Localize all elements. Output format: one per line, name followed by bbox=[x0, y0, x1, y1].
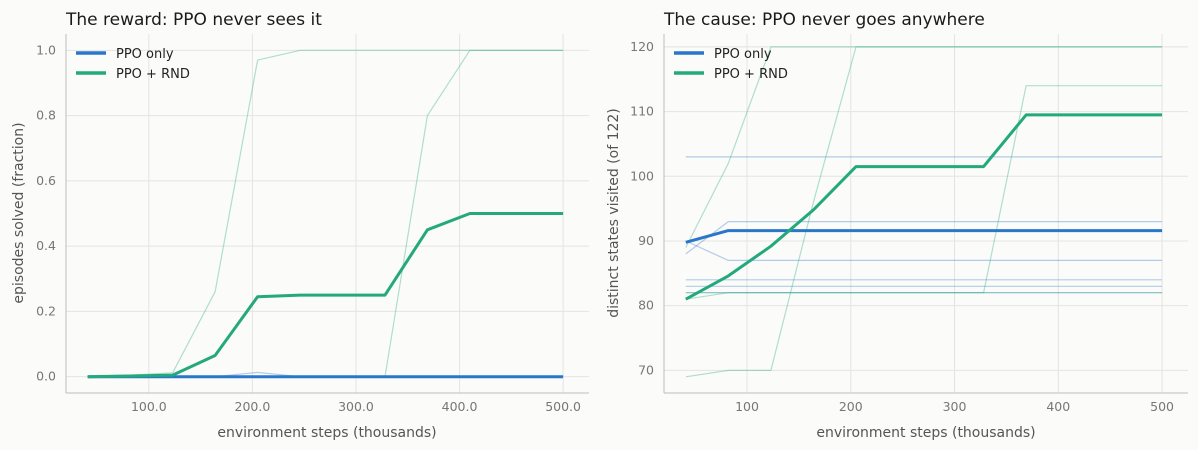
y-tick-label: 0.8 bbox=[36, 108, 56, 123]
y-tick-label: 90 bbox=[638, 233, 654, 248]
y-tick-label: 110 bbox=[630, 104, 654, 119]
y-tick-label: 100 bbox=[630, 168, 654, 183]
x-tick-labels: 100.0 200.0 300.0 400.0 500.0 bbox=[131, 399, 581, 414]
run-line bbox=[87, 49, 564, 378]
y-tick-label: 1.0 bbox=[36, 42, 56, 57]
series-line-1 bbox=[685, 113, 1163, 301]
x-tick-label: 300.0 bbox=[338, 399, 374, 414]
legend-label: PPO + RND bbox=[116, 67, 190, 82]
run-line bbox=[685, 221, 1163, 255]
y-tick-label: 0.6 bbox=[36, 173, 56, 188]
y-tick-labels: 70 80 90 100 110 120 bbox=[630, 39, 654, 377]
axes bbox=[65, 34, 589, 394]
x-tick-label: 200 bbox=[839, 399, 863, 414]
y-tick-label: 0.0 bbox=[36, 369, 56, 384]
chart-title: The reward: PPO never sees it bbox=[65, 10, 322, 30]
y-tick-labels: 0.0 0.2 0.4 0.6 0.8 1.0 bbox=[36, 42, 56, 383]
x-tick-label: 500.0 bbox=[545, 399, 581, 414]
legend-label: PPO only bbox=[116, 47, 174, 62]
y-axis-label: episodes solved (fraction) bbox=[11, 122, 27, 303]
x-axis-label: environment steps (thousands) bbox=[217, 425, 436, 441]
run-line bbox=[685, 46, 1163, 378]
y-tick-label: 70 bbox=[638, 362, 654, 377]
x-tick-label: 100 bbox=[735, 399, 759, 414]
panel-states: The cause: PPO never goes anywhere 100 20… bbox=[606, 10, 1188, 441]
x-tick-label: 400.0 bbox=[442, 399, 478, 414]
panel-reward: The reward: PPO never sees it 100.0 200.0… bbox=[11, 10, 589, 441]
legend-label: PPO + RND bbox=[714, 67, 788, 82]
y-tick-label: 0.2 bbox=[36, 303, 56, 318]
run-line bbox=[685, 85, 1163, 300]
plot-area bbox=[664, 34, 1188, 393]
grid-lines bbox=[664, 34, 1188, 393]
legend-label: PPO only bbox=[714, 47, 772, 62]
chart-title: The cause: PPO never goes anywhere bbox=[663, 10, 985, 30]
series-line-1 bbox=[87, 212, 564, 379]
y-axis-label: distinct states visited (of 122) bbox=[606, 108, 622, 318]
x-tick-label: 300 bbox=[943, 399, 967, 414]
legend: PPO only PPO + RND bbox=[76, 47, 190, 82]
axes bbox=[663, 34, 1188, 394]
y-tick-label: 120 bbox=[630, 39, 654, 54]
x-tick-label: 400 bbox=[1046, 399, 1070, 414]
mean-series bbox=[685, 113, 1163, 301]
x-tick-label: 100.0 bbox=[131, 399, 167, 414]
y-tick-label: 0.4 bbox=[36, 238, 56, 253]
individual-runs bbox=[685, 46, 1163, 378]
x-tick-label: 500 bbox=[1150, 399, 1174, 414]
run-line bbox=[685, 240, 1163, 261]
x-axis-label: environment steps (thousands) bbox=[816, 425, 1035, 441]
series-line-0 bbox=[685, 229, 1163, 244]
mean-series bbox=[87, 212, 564, 379]
legend: PPO only PPO + RND bbox=[674, 47, 788, 82]
x-tick-labels: 100 200 300 400 500 bbox=[735, 399, 1174, 414]
run-line bbox=[685, 46, 1163, 248]
x-tick-label: 200.0 bbox=[235, 399, 271, 414]
y-tick-label: 80 bbox=[638, 298, 654, 313]
